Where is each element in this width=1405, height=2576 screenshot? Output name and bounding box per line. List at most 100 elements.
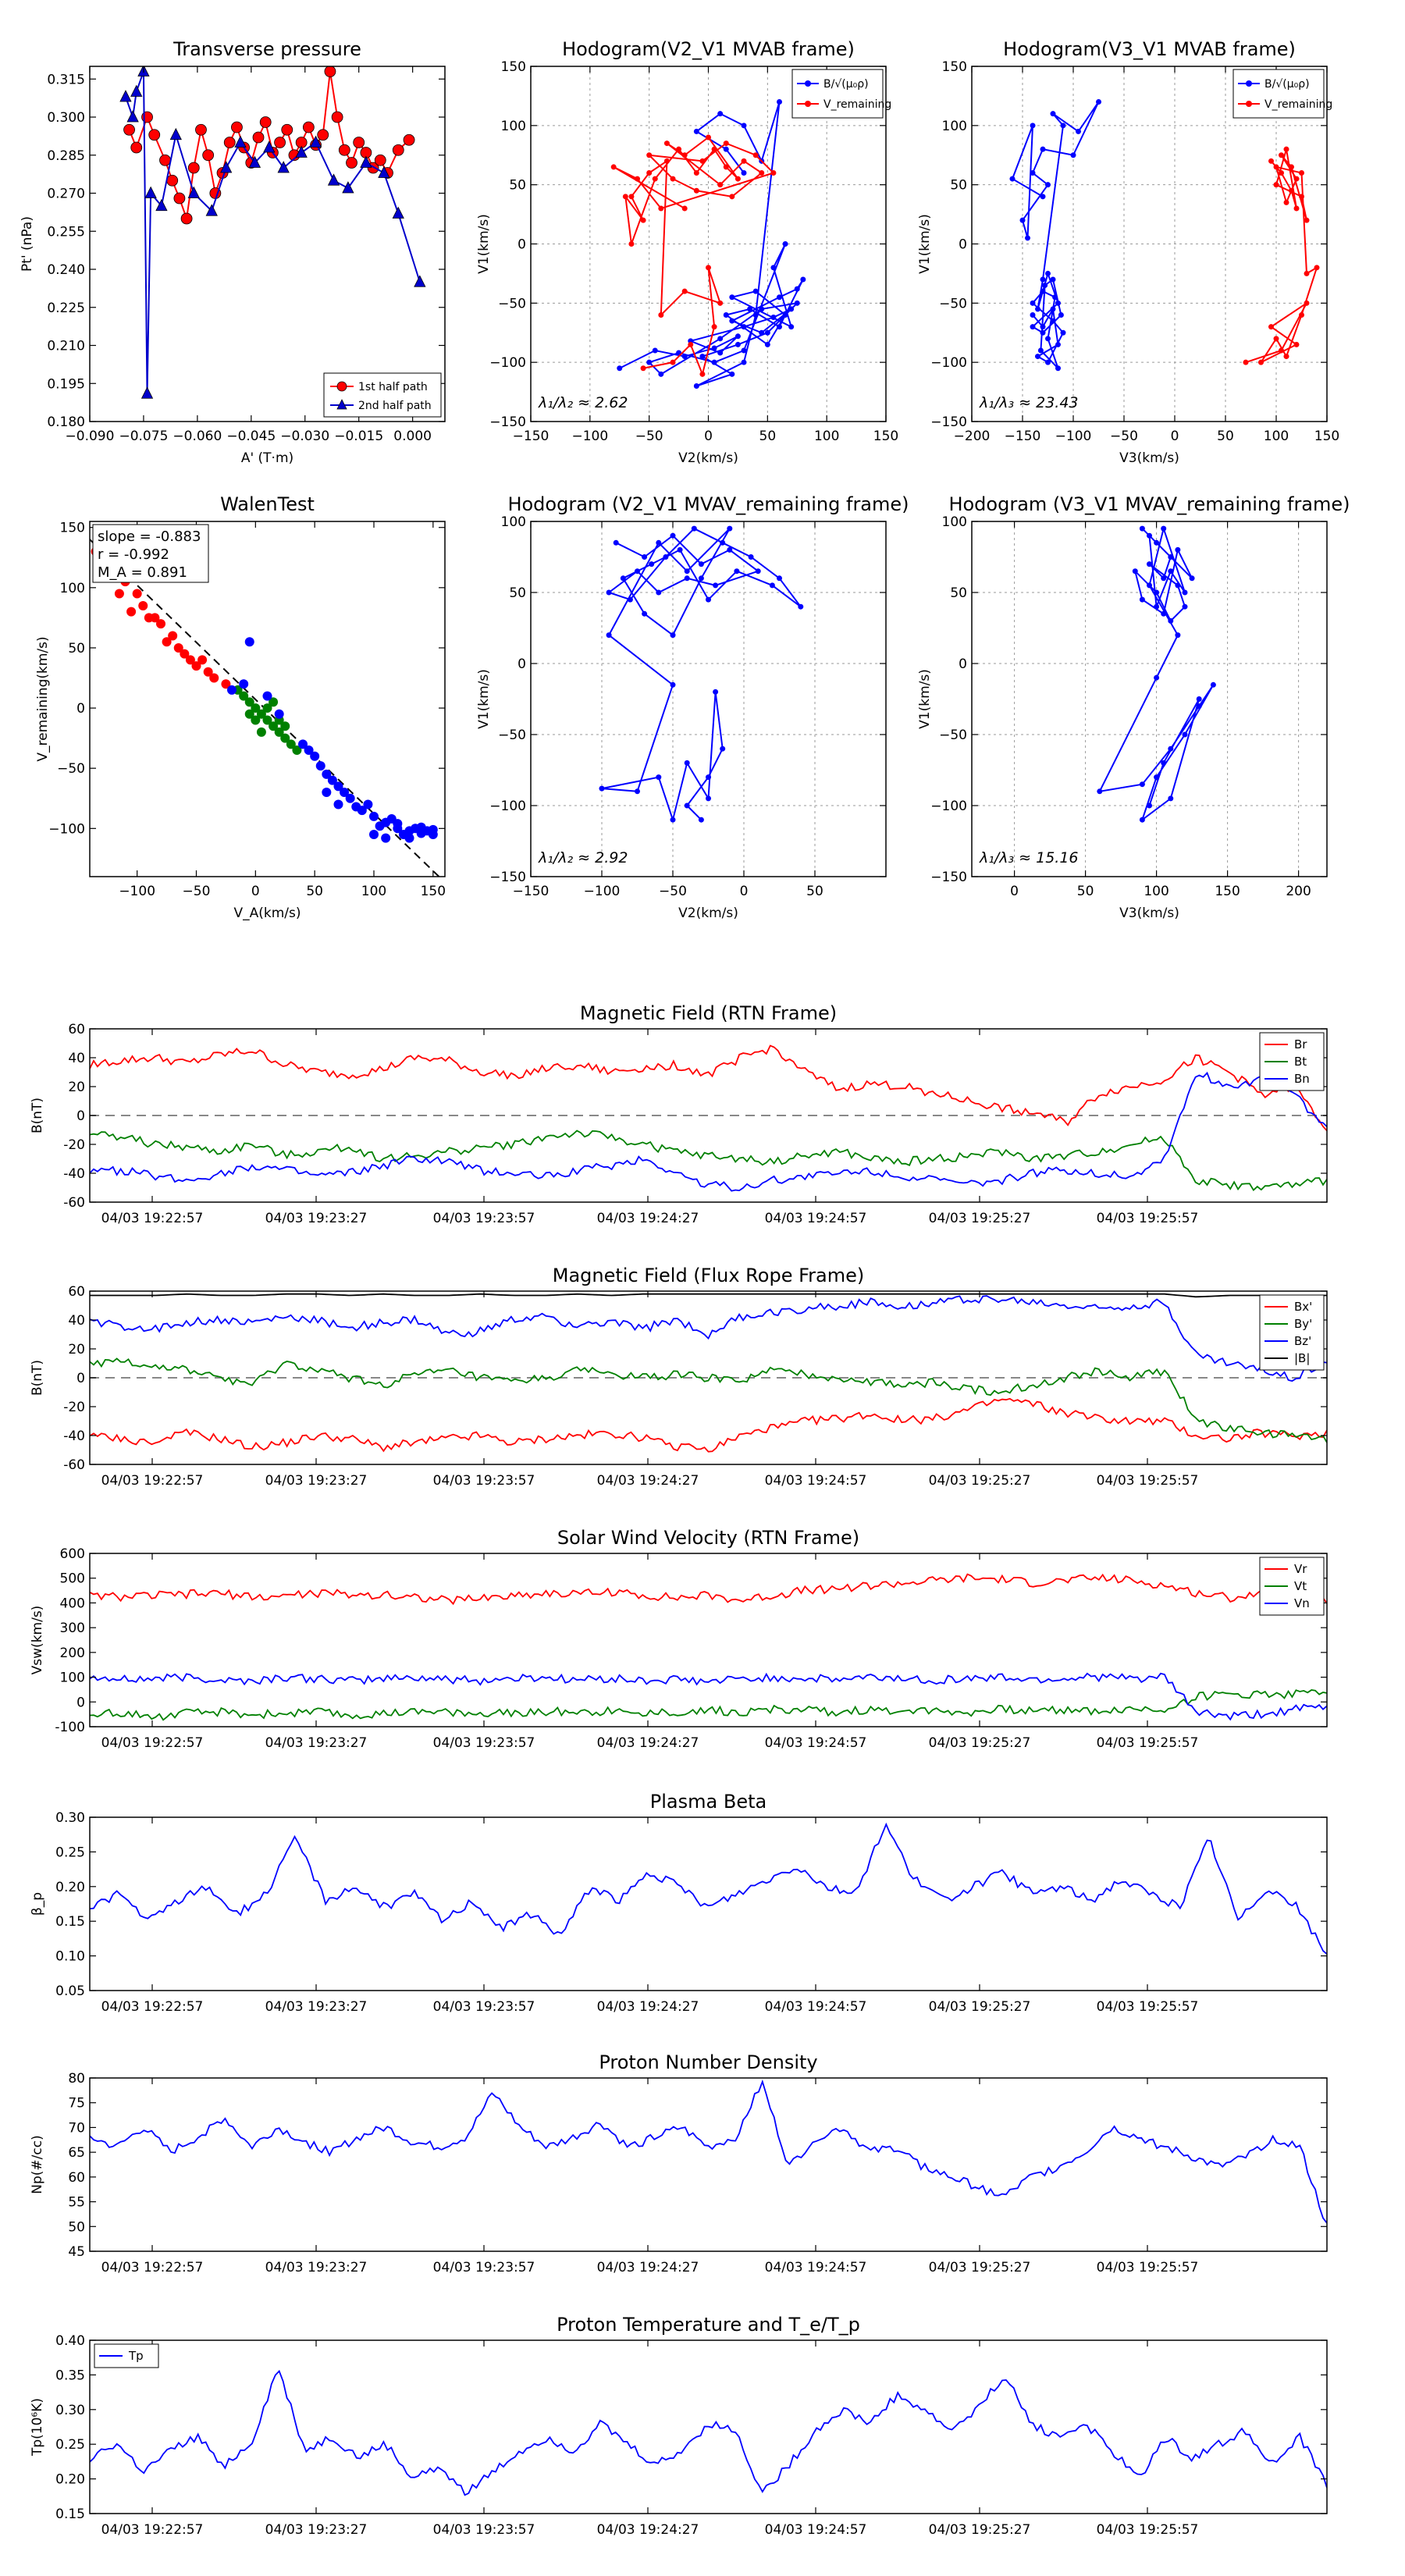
h2-point-1-5 (1273, 182, 1279, 188)
ts4-frame (89, 1816, 1328, 1991)
ts1-xtick-label: 04/03 19:25:27 (929, 1211, 1031, 1226)
h1-point-1-17 (693, 170, 699, 176)
tp-xtick-label: 0.000 (393, 429, 432, 444)
h1-point-0-13 (794, 286, 800, 292)
h1-point-1-29 (670, 176, 676, 182)
tp-title: Transverse pressure (173, 38, 361, 60)
h1-point-0-43 (717, 111, 724, 117)
h1-point-0-11 (729, 318, 735, 324)
ts5-xtick-label: 04/03 19:24:27 (597, 2260, 699, 2275)
h1-point-0-33 (764, 329, 770, 336)
tp-ytick-label: 0.300 (47, 110, 85, 126)
ts1-xtick-label: 04/03 19:23:57 (433, 1211, 535, 1226)
h3-point-0-36 (684, 760, 690, 766)
h3-point-0-37 (706, 795, 711, 802)
h4-point-0-9 (1132, 568, 1138, 575)
tp-point-0-7 (180, 212, 193, 225)
tp-point-0-28 (331, 111, 343, 123)
h4-ytick-label: −150 (930, 870, 967, 885)
h1-legend-marker-1 (805, 101, 811, 107)
ts6-ytick-label: 0.40 (55, 2333, 85, 2349)
h1-point-0-36 (729, 371, 735, 377)
h1-point-0-42 (741, 123, 747, 129)
h2-point-0-27 (1070, 152, 1076, 158)
ts4-ytick-label: 0.10 (55, 1949, 85, 1965)
h2-point-1-14 (1304, 270, 1310, 276)
h2-point-0-15 (1050, 276, 1056, 283)
h3-point-0-35 (670, 817, 676, 823)
h1-point-1-10 (646, 170, 653, 176)
ts2-xtick-label: 04/03 19:25:27 (929, 1473, 1031, 1489)
w-point-1-5 (269, 721, 279, 731)
h2-point-0-18 (1030, 324, 1036, 330)
h1-point-1-23 (663, 141, 670, 147)
h1-xtick-label: 0 (704, 429, 713, 444)
ts1-xtick-label: 04/03 19:24:57 (765, 1211, 867, 1226)
h2-point-0-12 (1055, 365, 1061, 372)
h4-xtick-label: 50 (1077, 884, 1094, 899)
ts6-series-0 (90, 2369, 1327, 2496)
h4-point-0-11 (1161, 610, 1167, 617)
ts5-ytick-label: 70 (68, 2120, 85, 2136)
tp-point-1-18 (342, 181, 354, 194)
h2-point-0-0 (1030, 312, 1036, 318)
h4-xtick-label: 100 (1144, 884, 1168, 899)
tp-ytick-label: 0.285 (47, 148, 85, 164)
tp-xtick-label: −0.060 (173, 429, 222, 444)
tp-point-1-6 (155, 198, 168, 212)
h1-point-1-11 (628, 194, 635, 200)
tp-point-0-0 (123, 123, 135, 136)
w-point-1-15 (292, 745, 302, 756)
tp-point-1-22 (414, 275, 426, 287)
h1-point-1-4 (711, 324, 717, 330)
h4-point-0-24 (1168, 745, 1174, 752)
tp-point-0-6 (173, 192, 186, 205)
tp-point-1-0 (119, 90, 132, 102)
h4-point-0-21 (1154, 674, 1160, 681)
h1-point-1-5 (706, 265, 711, 271)
h2-point-0-13 (1037, 347, 1044, 354)
ts2-xtick-label: 04/03 19:24:27 (597, 1473, 699, 1489)
h1-point-0-46 (741, 170, 747, 176)
h3-point-0-34 (656, 774, 662, 781)
h1-point-1-21 (706, 134, 711, 141)
h2-point-0-25 (1076, 128, 1081, 134)
w-point-2-3 (262, 691, 272, 701)
h4-point-0-18 (1161, 525, 1167, 532)
w-point-2-8 (333, 781, 343, 792)
h1-ratio-label: λ₁/λ₂ ≈ 2.62 (538, 394, 628, 411)
ts1-legend-label: Br (1294, 1037, 1307, 1051)
w-ylabel: V_remaining(km/s) (35, 636, 51, 761)
ts3-ytick-label: 200 (60, 1646, 85, 1661)
tp-ytick-label: 0.195 (47, 376, 85, 392)
h4-title: Hodogram (V3_V1 MVAV_remaining frame) (948, 493, 1350, 515)
h3-point-0-30 (606, 632, 612, 639)
h1-point-0-30 (717, 336, 724, 342)
h1-point-1-28 (693, 187, 699, 194)
ts4-xtick-label: 04/03 19:24:27 (597, 1999, 699, 2015)
h1-point-0-39 (752, 312, 759, 318)
tp-point-1-19 (360, 155, 372, 168)
h4-point-0-8 (1154, 589, 1160, 596)
tp-point-1-1 (126, 110, 139, 123)
h4-ratio-label: λ₁/λ₃ ≈ 15.16 (979, 849, 1079, 866)
tp-ytick-label: 0.210 (47, 339, 85, 354)
h1-point-0-44 (693, 128, 699, 134)
h2-legend-marker-0 (1246, 80, 1252, 87)
h1-series-group (610, 99, 806, 389)
ts6-xtick-label: 04/03 19:22:57 (101, 2522, 204, 2538)
h1-legend-label: B/√(μ₀ρ) (823, 78, 869, 91)
tp-legend-label: 1st half path (358, 381, 428, 393)
h2-point-0-20 (1045, 270, 1051, 276)
h4-point-0-23 (1139, 781, 1145, 788)
h4-point-0-25 (1196, 703, 1202, 710)
h1-point-1-9 (663, 158, 670, 164)
w-point-0-9 (191, 661, 201, 671)
w-point-2-29 (381, 833, 391, 843)
ts3-xtick-label: 04/03 19:25:57 (1097, 1735, 1199, 1751)
h1-point-0-20 (752, 288, 759, 294)
ts2-xtick-label: 04/03 19:22:57 (101, 1473, 204, 1489)
w-point-2-32 (416, 822, 426, 832)
w-xtick-label: −50 (183, 884, 211, 899)
ts6-xtick-label: 04/03 19:24:27 (597, 2522, 699, 2538)
